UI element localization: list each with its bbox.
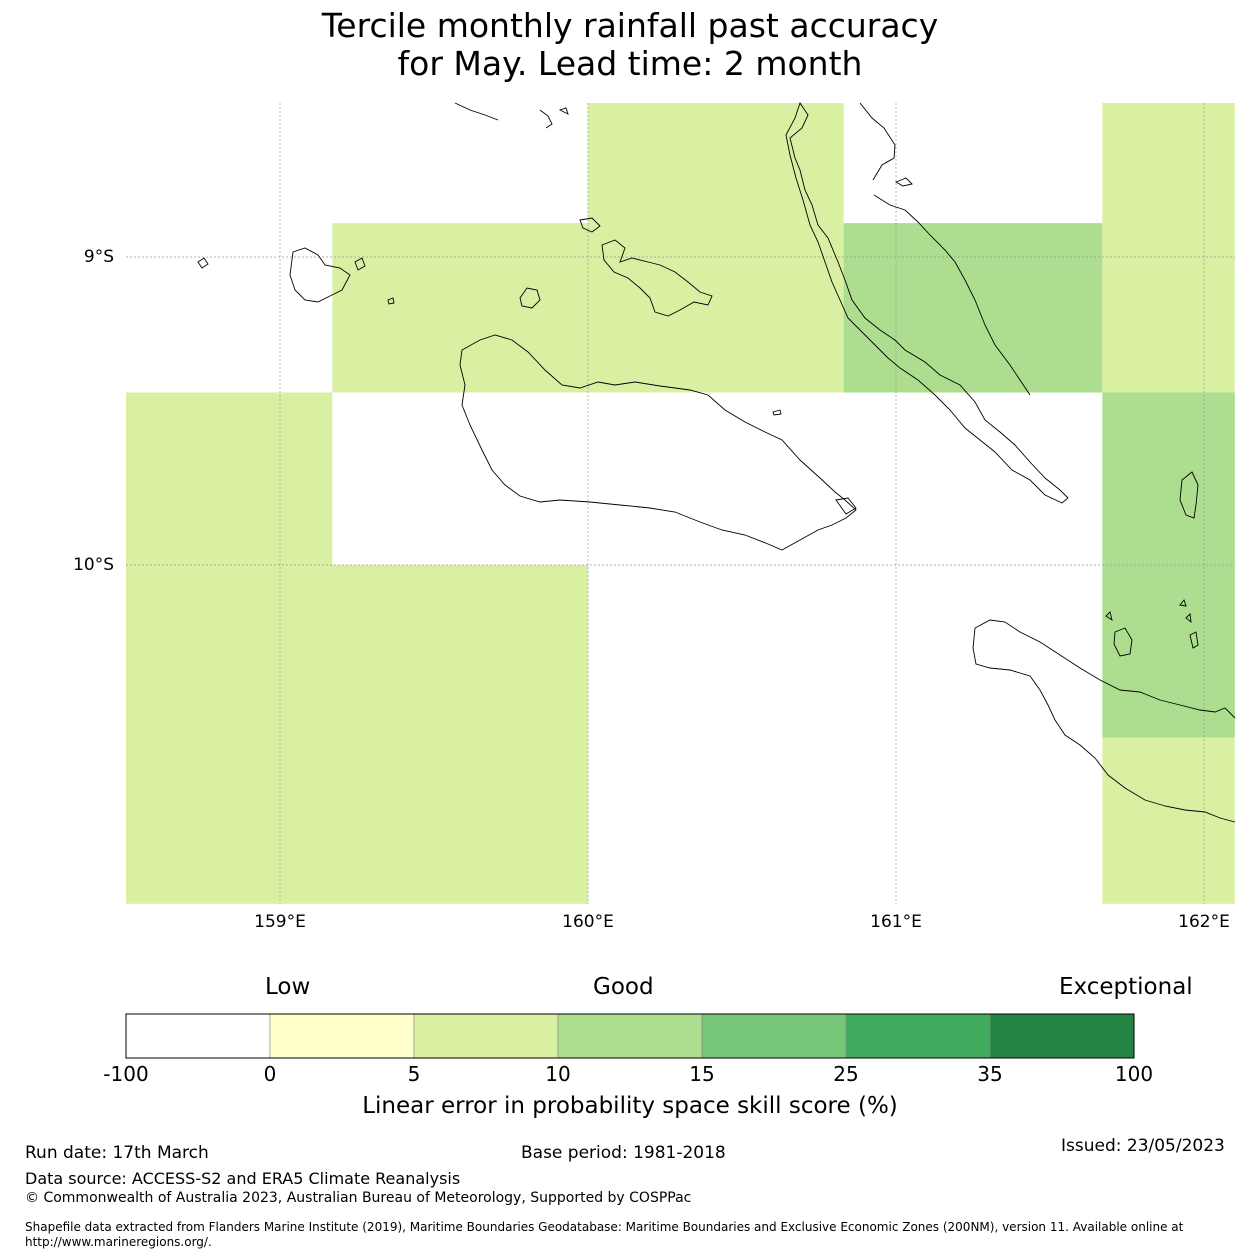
coastline-north-islet-2	[539, 109, 553, 129]
coastline-islet-mid	[772, 409, 782, 416]
colorbar-segment-3	[557, 1013, 703, 1059]
lon-tick-label: 161°E	[870, 912, 922, 932]
coastline-florida-islands	[601, 239, 713, 317]
coastline-north-islets	[454, 102, 499, 121]
coastline-east-islet-4	[1189, 631, 1199, 649]
colorbar-tick-label: 10	[545, 1062, 571, 1086]
colorbar-label: Linear error in probability space skill …	[362, 1093, 898, 1119]
data-source: Data source: ACCESS-S2 and ERA5 Climate …	[25, 1169, 461, 1188]
lat-tick-label: 10°S	[73, 555, 114, 575]
coastline-east-islet-3	[1105, 611, 1113, 622]
coastline-isabel-islet	[894, 177, 913, 187]
coastline-east-islet-1	[1179, 599, 1187, 607]
coastline-marau-islet	[835, 497, 857, 515]
skill-cell-7	[1102, 737, 1235, 904]
run-date: Run date: 17th March	[25, 1143, 209, 1163]
lon-tick-label: 162°E	[1178, 912, 1230, 932]
colorbar-segment-1	[269, 1013, 415, 1059]
skill-cell-6	[1102, 392, 1235, 738]
skill-cell-0	[588, 103, 844, 224]
colorbar-segment-5	[845, 1013, 991, 1059]
colorbar-category-good: Good	[593, 974, 654, 1000]
coastline-north-islet-3	[558, 107, 569, 115]
lon-tick-label: 159°E	[254, 912, 306, 932]
skill-cell-4	[126, 392, 333, 565]
coastline-small-island-1	[579, 217, 601, 233]
issued-date: Issued: 23/05/2023	[1061, 1136, 1225, 1156]
skill-cell-3	[1102, 103, 1235, 393]
coastline-makira	[974, 619, 1236, 719]
coastline-russell-islet	[354, 257, 366, 271]
coastline-islet-small	[387, 297, 395, 305]
colorbar-segment-4	[701, 1013, 847, 1059]
colorbar-tick-label: 5	[407, 1062, 421, 1086]
colorbar-outline	[125, 1013, 1135, 1059]
chart-title-line-1: Tercile monthly rainfall past accuracy	[321, 6, 939, 45]
colorbar-segment-6	[989, 1013, 1135, 1059]
colorbar-category-exceptional: Exceptional	[1059, 974, 1193, 1000]
chart-title-line-2: for May. Lead time: 2 month	[397, 44, 863, 83]
coastline-east-islet-2	[1185, 613, 1192, 624]
lat-tick-label: 9°S	[83, 247, 114, 267]
colorbar-segment-0	[125, 1013, 271, 1059]
coastline-east-island	[1179, 471, 1199, 519]
colorbar	[125, 1013, 1135, 1059]
gridlines-layer	[126, 103, 1235, 904]
coastline-russell-islands	[289, 247, 351, 303]
coastline-islet-west	[197, 257, 209, 269]
skill-cell-5	[126, 565, 588, 904]
base-period: Base period: 1981-2018	[521, 1143, 726, 1163]
colorbar-segment-2	[413, 1013, 559, 1059]
coastline-santa-isabel	[785, 101, 1069, 504]
coastline-isabel-east	[873, 194, 1031, 396]
coastline-layer	[197, 101, 1236, 823]
skill-cell-2	[843, 223, 1103, 393]
coastline-east-islet-5	[1113, 627, 1133, 657]
colorbar-tick-label: 35	[977, 1062, 1003, 1086]
copyright: © Commonwealth of Australia 2023, Austra…	[25, 1190, 692, 1206]
coastline-guadalcanal	[459, 334, 857, 551]
skill-cells-layer	[126, 103, 1235, 904]
coastline-makira-south	[972, 627, 1236, 823]
lon-tick-label: 160°E	[562, 912, 614, 932]
colorbar-tick-label: -100	[103, 1062, 149, 1086]
map-figure	[126, 101, 1236, 904]
colorbar-tick-label: 0	[263, 1062, 277, 1086]
coastline-isabel-north-tip	[859, 102, 896, 181]
colorbar-tick-label: 100	[1114, 1062, 1154, 1086]
colorbar-tick-label: 15	[689, 1062, 715, 1086]
colorbar-tick-label: 25	[833, 1062, 859, 1086]
colorbar-category-low: Low	[265, 974, 311, 1000]
shapefile-credit: Shapefile data extracted from Flanders M…	[25, 1220, 1184, 1249]
coastline-savo-island	[519, 287, 541, 309]
